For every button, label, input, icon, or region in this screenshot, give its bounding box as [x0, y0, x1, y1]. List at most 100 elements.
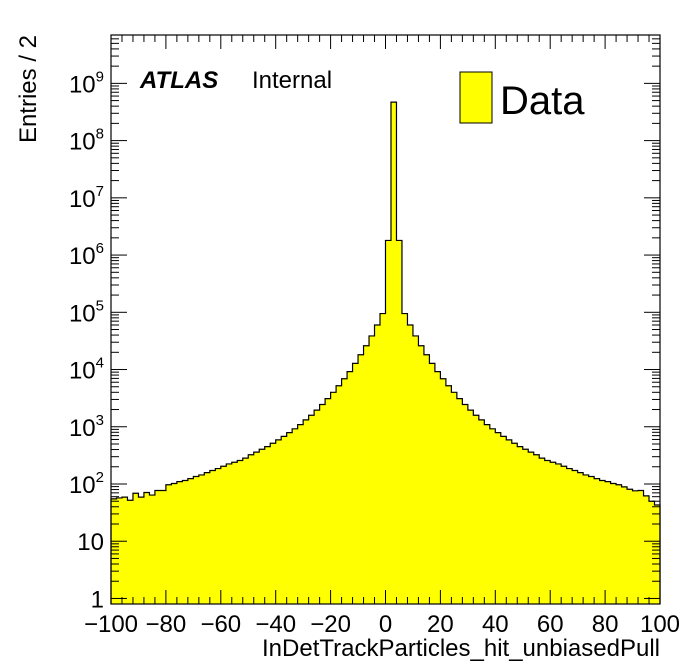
x-tick-label: 100 [640, 611, 680, 638]
y-tick-label: 105 [69, 297, 104, 327]
histogram-bar [149, 495, 156, 604]
histogram-bar [297, 424, 304, 604]
histogram-bar [116, 497, 123, 604]
histogram-bar [616, 484, 622, 604]
histogram-bar [165, 484, 172, 604]
histogram-bar [171, 483, 178, 604]
histogram-bar [533, 454, 540, 604]
histogram-bar [253, 452, 260, 604]
histogram-bar [281, 436, 287, 604]
y-tick-label: 107 [69, 183, 104, 213]
histogram-bar [363, 345, 370, 604]
histogram-bar [259, 449, 266, 604]
histogram-bar [193, 476, 200, 604]
histogram-bar [385, 240, 392, 605]
legend-label-data: Data [500, 79, 585, 123]
histogram-bar [396, 240, 403, 605]
histogram-bar [111, 498, 117, 604]
histogram-bar [198, 474, 205, 604]
histogram-bar [248, 454, 255, 604]
histogram-bar [176, 481, 183, 604]
histogram-bar [204, 472, 211, 604]
y-tick-label: 106 [69, 240, 104, 270]
histogram-bar [627, 489, 633, 604]
histogram-bar [440, 378, 447, 604]
histogram-bar [264, 446, 271, 604]
histogram-bar [412, 335, 419, 604]
histogram-bar [462, 404, 469, 604]
histogram-bar [649, 501, 655, 604]
histogram-bar [390, 102, 397, 604]
histogram-bar [215, 468, 222, 604]
histogram-bar [127, 500, 134, 604]
histogram-bar [522, 449, 529, 604]
histogram-bar [434, 371, 441, 604]
histogram-bars [110, 101, 661, 605]
histogram-bar [467, 410, 474, 604]
histogram-bar [358, 354, 364, 604]
histogram-bar [445, 385, 452, 604]
y-tick-label: 1 [91, 586, 104, 613]
histogram-bar [418, 345, 425, 604]
histogram-bar [484, 424, 491, 604]
histogram-bar [478, 419, 485, 604]
histogram-bar [654, 504, 661, 604]
histogram-bar [187, 478, 194, 604]
x-tick-label: 20 [427, 611, 454, 638]
x-tick-label: 0 [379, 611, 392, 638]
y-tick-label: 102 [69, 469, 104, 499]
histogram-bar [242, 458, 249, 604]
x-tick-label: 80 [592, 611, 619, 638]
x-tick-label: −100 [84, 611, 138, 638]
histogram-bar [506, 439, 513, 604]
histogram-bar [429, 363, 436, 604]
x-tick-label: −20 [310, 611, 351, 638]
histogram-bar [583, 474, 589, 604]
histogram-bar [550, 462, 556, 604]
histogram-bar [632, 490, 639, 604]
histogram-bar [456, 398, 463, 604]
histogram-bar [347, 371, 353, 604]
y-tick-label: 103 [69, 412, 104, 442]
histogram-bar [143, 492, 150, 604]
histogram-bar [539, 458, 546, 604]
histogram-bar [314, 410, 320, 604]
y-tick-label: 10 [77, 529, 104, 556]
y-tick-label: 109 [69, 68, 104, 98]
histogram-bar [121, 497, 128, 604]
histogram-bar [286, 432, 293, 604]
histogram-bar [423, 354, 430, 604]
x-tick-label: 40 [482, 611, 509, 638]
histogram-bar [495, 432, 502, 604]
atlas-label: ATLAS [139, 67, 218, 94]
histogram-bar [610, 483, 617, 604]
y-tick-label: 104 [69, 355, 104, 385]
histogram-bar [270, 443, 276, 604]
y-axis-label: Entries / 2 [15, 35, 42, 143]
histogram-bar [330, 392, 337, 604]
histogram-bar [132, 493, 139, 604]
histogram-bar [401, 313, 408, 604]
histogram-bar [303, 419, 309, 604]
histogram-bar [336, 385, 342, 604]
histogram-bar [160, 490, 167, 604]
histogram-bar [319, 404, 326, 604]
histogram-bar [308, 415, 315, 604]
y-tick-label: 108 [69, 126, 104, 156]
histogram-bar [594, 478, 600, 604]
histogram-bar [451, 392, 458, 604]
histogram-bar [226, 463, 233, 604]
histogram-bar [407, 324, 414, 604]
histogram-bar [489, 428, 496, 604]
histogram-bar [352, 363, 359, 604]
histogram-bar [374, 324, 381, 604]
histogram-bar [599, 480, 606, 604]
histogram-bar [292, 428, 298, 604]
x-axis-ticks [110, 35, 661, 604]
histogram-bar [528, 452, 535, 604]
histogram-bar [231, 462, 238, 604]
histogram-bar [544, 460, 551, 604]
histogram-bar [500, 436, 507, 604]
x-tick-label: 60 [537, 611, 564, 638]
